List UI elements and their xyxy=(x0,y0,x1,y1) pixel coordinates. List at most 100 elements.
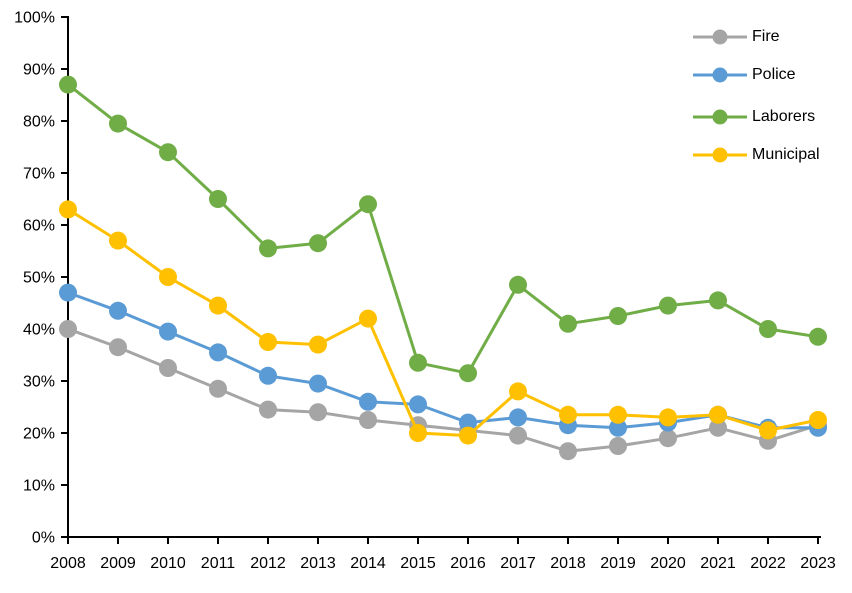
data-point xyxy=(259,333,277,351)
data-point xyxy=(259,400,277,419)
data-point xyxy=(159,268,177,286)
x-tick-label: 2017 xyxy=(500,555,536,572)
x-tick-label: 2021 xyxy=(700,555,736,572)
data-point xyxy=(309,234,327,253)
legend-label-municipal: Municipal xyxy=(752,146,820,163)
legend-item-municipal: Municipal xyxy=(693,146,820,164)
data-point xyxy=(209,379,227,398)
data-point xyxy=(59,75,77,94)
x-tick-label: 2010 xyxy=(150,555,186,572)
legend-item-laborers: Laborers xyxy=(693,108,815,126)
data-point xyxy=(609,307,627,325)
data-point xyxy=(559,314,577,333)
y-tick-label: 10% xyxy=(23,478,55,495)
y-tick-label: 20% xyxy=(23,426,55,443)
data-point xyxy=(509,275,527,294)
x-tick-label: 2008 xyxy=(50,555,86,572)
data-point xyxy=(309,374,327,393)
data-point xyxy=(759,320,777,338)
y-tick-label: 70% xyxy=(23,166,55,183)
data-point xyxy=(459,364,477,383)
y-tick-label: 80% xyxy=(23,114,55,131)
x-tick-label: 2016 xyxy=(450,555,486,572)
series-line xyxy=(66,291,820,430)
series-municipal xyxy=(59,200,827,445)
data-point xyxy=(809,411,827,429)
data-point xyxy=(59,320,77,338)
x-tick-label: 2018 xyxy=(550,555,586,572)
data-point xyxy=(409,395,427,414)
data-point xyxy=(759,421,777,440)
legend-marker-fire-icon xyxy=(693,29,747,45)
data-point xyxy=(359,309,377,328)
data-point xyxy=(209,296,227,315)
y-tick-label: 100% xyxy=(14,10,55,27)
legend-label-laborers: Laborers xyxy=(752,108,816,125)
legend-marker-police-icon xyxy=(693,67,747,83)
data-point xyxy=(659,296,677,315)
legend-dot xyxy=(712,147,728,163)
legend-dot xyxy=(712,109,728,125)
y-tick-label: 50% xyxy=(23,270,55,287)
data-point xyxy=(459,413,477,432)
data-point xyxy=(409,353,427,372)
x-tick-label: 2013 xyxy=(300,555,336,572)
data-point xyxy=(359,411,377,429)
data-point xyxy=(109,231,127,250)
series-line xyxy=(66,327,820,453)
data-point xyxy=(159,143,177,162)
x-tick-label: 2022 xyxy=(750,555,786,572)
data-point xyxy=(359,195,377,214)
x-tick-label: 2023 xyxy=(800,555,836,572)
legend-dot xyxy=(712,29,728,45)
data-point xyxy=(109,338,127,357)
data-point xyxy=(609,405,627,424)
series-laborers xyxy=(59,75,827,383)
x-tick-label: 2020 xyxy=(650,555,686,572)
data-point xyxy=(209,343,227,362)
y-tick-label: 90% xyxy=(23,62,55,79)
series-fire xyxy=(59,320,827,461)
legend-item-police: Police xyxy=(693,66,796,84)
data-point xyxy=(559,442,577,461)
data-point xyxy=(659,408,677,427)
data-point xyxy=(259,239,277,258)
x-tick-label: 2009 xyxy=(100,555,136,572)
x-tick-label: 2011 xyxy=(201,555,236,572)
data-point xyxy=(159,359,177,377)
data-point xyxy=(809,327,827,346)
data-point xyxy=(709,418,727,437)
legend-marker-laborers-icon xyxy=(693,109,747,125)
data-point xyxy=(209,190,227,208)
data-point xyxy=(659,429,677,448)
data-point xyxy=(559,405,577,424)
series-line xyxy=(66,83,820,375)
y-tick-label: 30% xyxy=(23,374,55,391)
data-point xyxy=(59,283,77,302)
y-tick-label: 40% xyxy=(23,322,55,339)
data-point xyxy=(509,408,527,427)
data-point xyxy=(359,392,377,411)
data-point xyxy=(459,426,477,445)
legend-item-fire: Fire xyxy=(693,28,780,46)
data-point xyxy=(709,291,727,310)
data-point xyxy=(259,366,277,385)
legend-label-police: Police xyxy=(752,66,796,83)
data-point xyxy=(159,322,177,341)
x-tick-label: 2019 xyxy=(600,555,636,572)
x-tick-label: 2014 xyxy=(350,555,386,572)
data-point xyxy=(509,382,527,401)
data-point xyxy=(509,426,527,445)
data-point xyxy=(709,405,727,424)
data-point xyxy=(409,424,427,442)
data-point xyxy=(609,418,627,437)
data-point xyxy=(59,200,77,219)
legend-dot xyxy=(712,67,728,83)
series-line xyxy=(66,207,820,438)
x-tick-label: 2012 xyxy=(250,555,286,572)
data-point xyxy=(109,114,127,133)
data-point xyxy=(609,437,627,455)
x-tick-label: 2015 xyxy=(400,555,436,572)
